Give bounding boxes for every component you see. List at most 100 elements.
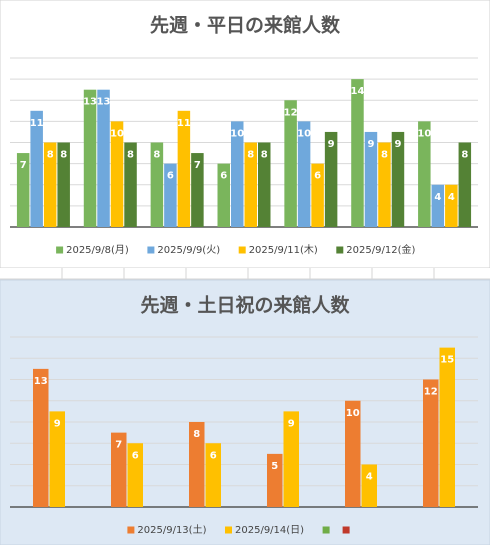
- data-label: 4: [434, 192, 441, 203]
- data-label: 13: [83, 97, 97, 108]
- bar: [191, 153, 204, 227]
- data-label: 8: [261, 150, 268, 161]
- sheet-gap: [0, 268, 490, 280]
- legend-swatch: [238, 246, 246, 254]
- data-label: 5: [271, 461, 278, 472]
- data-label: 8: [193, 429, 200, 440]
- bar: [205, 443, 221, 507]
- bar: [83, 89, 97, 227]
- legend-swatch: [342, 526, 350, 534]
- data-label: 10: [417, 128, 431, 139]
- data-label: 10: [230, 128, 244, 139]
- chart-title: 先週・平日の来館人数: [150, 14, 341, 37]
- legend-swatch: [127, 526, 135, 534]
- data-label: 6: [314, 171, 321, 182]
- bar: [244, 142, 257, 227]
- bar: [418, 121, 431, 227]
- legend-label: 2025/9/12(金): [346, 243, 415, 256]
- bar: [111, 432, 127, 507]
- data-label: 12: [284, 107, 298, 118]
- bar: [189, 422, 205, 507]
- bar: [391, 131, 405, 227]
- data-label: 8: [47, 150, 54, 161]
- bar: [283, 411, 299, 507]
- bar: [124, 142, 137, 227]
- data-label: 7: [194, 160, 201, 171]
- data-label: 9: [328, 139, 335, 150]
- bar: [177, 110, 191, 227]
- bar: [231, 121, 244, 227]
- legend-swatch: [322, 526, 330, 534]
- bar: [364, 131, 378, 227]
- bar: [345, 400, 361, 507]
- legend-swatch: [147, 246, 155, 254]
- bar: [458, 142, 472, 227]
- data-label: 9: [54, 418, 61, 429]
- bar: [423, 379, 439, 507]
- bar: [110, 121, 124, 227]
- bar: [43, 142, 57, 227]
- bar: [297, 121, 311, 227]
- data-label: 7: [20, 160, 27, 171]
- data-label: 6: [167, 171, 174, 182]
- legend-swatch: [336, 246, 344, 254]
- legend-label: 2025/9/8(月): [66, 244, 129, 256]
- bar: [57, 142, 70, 227]
- bar: [445, 184, 458, 227]
- legend-label: 2025/9/11(木): [249, 244, 318, 256]
- bar: [351, 79, 364, 227]
- chart-2-bg: [0, 279, 490, 545]
- data-label: 8: [461, 150, 468, 161]
- data-label: 8: [153, 150, 160, 161]
- data-label: 11: [30, 118, 44, 129]
- bar: [150, 142, 164, 227]
- data-label: 9: [367, 139, 374, 150]
- bar: [439, 347, 455, 507]
- data-label: 4: [448, 192, 455, 203]
- data-label: 8: [247, 150, 254, 161]
- bar: [324, 131, 338, 227]
- legend-label: 2025/9/14(日): [235, 525, 304, 536]
- data-label: 7: [115, 440, 122, 451]
- data-label: 8: [381, 150, 388, 161]
- chart-title: 先週・土日祝の来館人数: [140, 294, 350, 317]
- data-label: 13: [97, 97, 111, 108]
- bar: [33, 368, 49, 507]
- data-label: 11: [177, 118, 191, 129]
- legend-label: 2025/9/13(土): [137, 523, 206, 536]
- data-label: 9: [288, 418, 295, 429]
- bar: [267, 453, 283, 507]
- bar: [258, 142, 271, 227]
- sheet-cells: [0, 268, 490, 280]
- bar: [284, 100, 297, 227]
- data-label: 14: [351, 86, 365, 97]
- bar: [16, 153, 30, 227]
- data-label: 6: [220, 171, 227, 182]
- bar: [164, 163, 177, 227]
- data-label: 4: [366, 472, 373, 483]
- data-label: 8: [127, 150, 134, 161]
- data-label: 10: [346, 408, 360, 419]
- bar: [378, 142, 391, 227]
- bar: [361, 464, 377, 507]
- data-label: 6: [210, 450, 217, 461]
- legend-label: 2025/9/9(火): [157, 244, 220, 256]
- data-label: 12: [424, 387, 438, 398]
- data-label: 13: [34, 376, 48, 387]
- legend-swatch: [56, 246, 64, 254]
- data-label: 10: [297, 128, 311, 139]
- data-label: 9: [394, 139, 401, 150]
- data-label: 6: [132, 450, 139, 461]
- data-label: 15: [440, 355, 454, 366]
- data-label: 10: [110, 128, 124, 139]
- bar: [431, 184, 445, 227]
- bar: [217, 163, 230, 227]
- data-label: 8: [60, 150, 67, 161]
- bar: [49, 411, 65, 507]
- bar: [97, 89, 110, 227]
- bar: [30, 110, 43, 227]
- bar: [127, 443, 143, 507]
- bar: [311, 163, 324, 227]
- legend-swatch: [225, 526, 232, 534]
